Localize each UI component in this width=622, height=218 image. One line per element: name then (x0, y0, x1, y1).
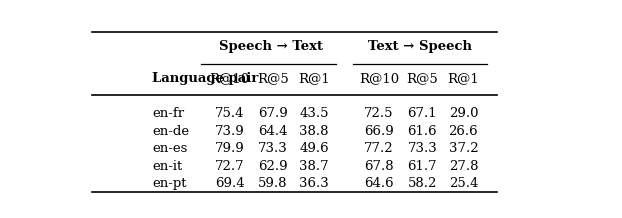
Text: Language pair: Language pair (152, 72, 259, 85)
Text: 29.0: 29.0 (448, 107, 478, 120)
Text: 59.8: 59.8 (258, 177, 288, 191)
Text: 64.4: 64.4 (258, 124, 288, 138)
Text: 49.6: 49.6 (299, 142, 329, 155)
Text: R@5: R@5 (407, 72, 439, 85)
Text: R@10: R@10 (359, 72, 399, 85)
Text: en-it: en-it (152, 160, 183, 173)
Text: 73.3: 73.3 (258, 142, 288, 155)
Text: 79.9: 79.9 (215, 142, 244, 155)
Text: 38.7: 38.7 (299, 160, 329, 173)
Text: 73.3: 73.3 (407, 142, 437, 155)
Text: 75.4: 75.4 (215, 107, 244, 120)
Text: 69.4: 69.4 (215, 177, 244, 191)
Text: 67.8: 67.8 (364, 160, 394, 173)
Text: 38.8: 38.8 (299, 124, 328, 138)
Text: R@10: R@10 (210, 72, 249, 85)
Text: 27.8: 27.8 (448, 160, 478, 173)
Text: 61.7: 61.7 (407, 160, 437, 173)
Text: 26.6: 26.6 (448, 124, 478, 138)
Text: 73.9: 73.9 (215, 124, 244, 138)
Text: Text → Speech: Text → Speech (368, 40, 472, 53)
Text: 62.9: 62.9 (258, 160, 288, 173)
Text: R@1: R@1 (447, 72, 480, 85)
Text: 72.5: 72.5 (364, 107, 394, 120)
Text: 36.3: 36.3 (299, 177, 329, 191)
Text: 66.9: 66.9 (364, 124, 394, 138)
Text: en-es: en-es (152, 142, 188, 155)
Text: Speech → Text: Speech → Text (218, 40, 323, 53)
Text: R@1: R@1 (298, 72, 330, 85)
Text: 43.5: 43.5 (299, 107, 328, 120)
Text: 67.9: 67.9 (258, 107, 288, 120)
Text: 67.1: 67.1 (407, 107, 437, 120)
Text: 77.2: 77.2 (364, 142, 394, 155)
Text: R@5: R@5 (257, 72, 289, 85)
Text: 61.6: 61.6 (407, 124, 437, 138)
Text: en-de: en-de (152, 124, 190, 138)
Text: 64.6: 64.6 (364, 177, 394, 191)
Text: en-pt: en-pt (152, 177, 187, 191)
Text: 25.4: 25.4 (448, 177, 478, 191)
Text: 37.2: 37.2 (448, 142, 478, 155)
Text: en-fr: en-fr (152, 107, 185, 120)
Text: 72.7: 72.7 (215, 160, 244, 173)
Text: 58.2: 58.2 (408, 177, 437, 191)
